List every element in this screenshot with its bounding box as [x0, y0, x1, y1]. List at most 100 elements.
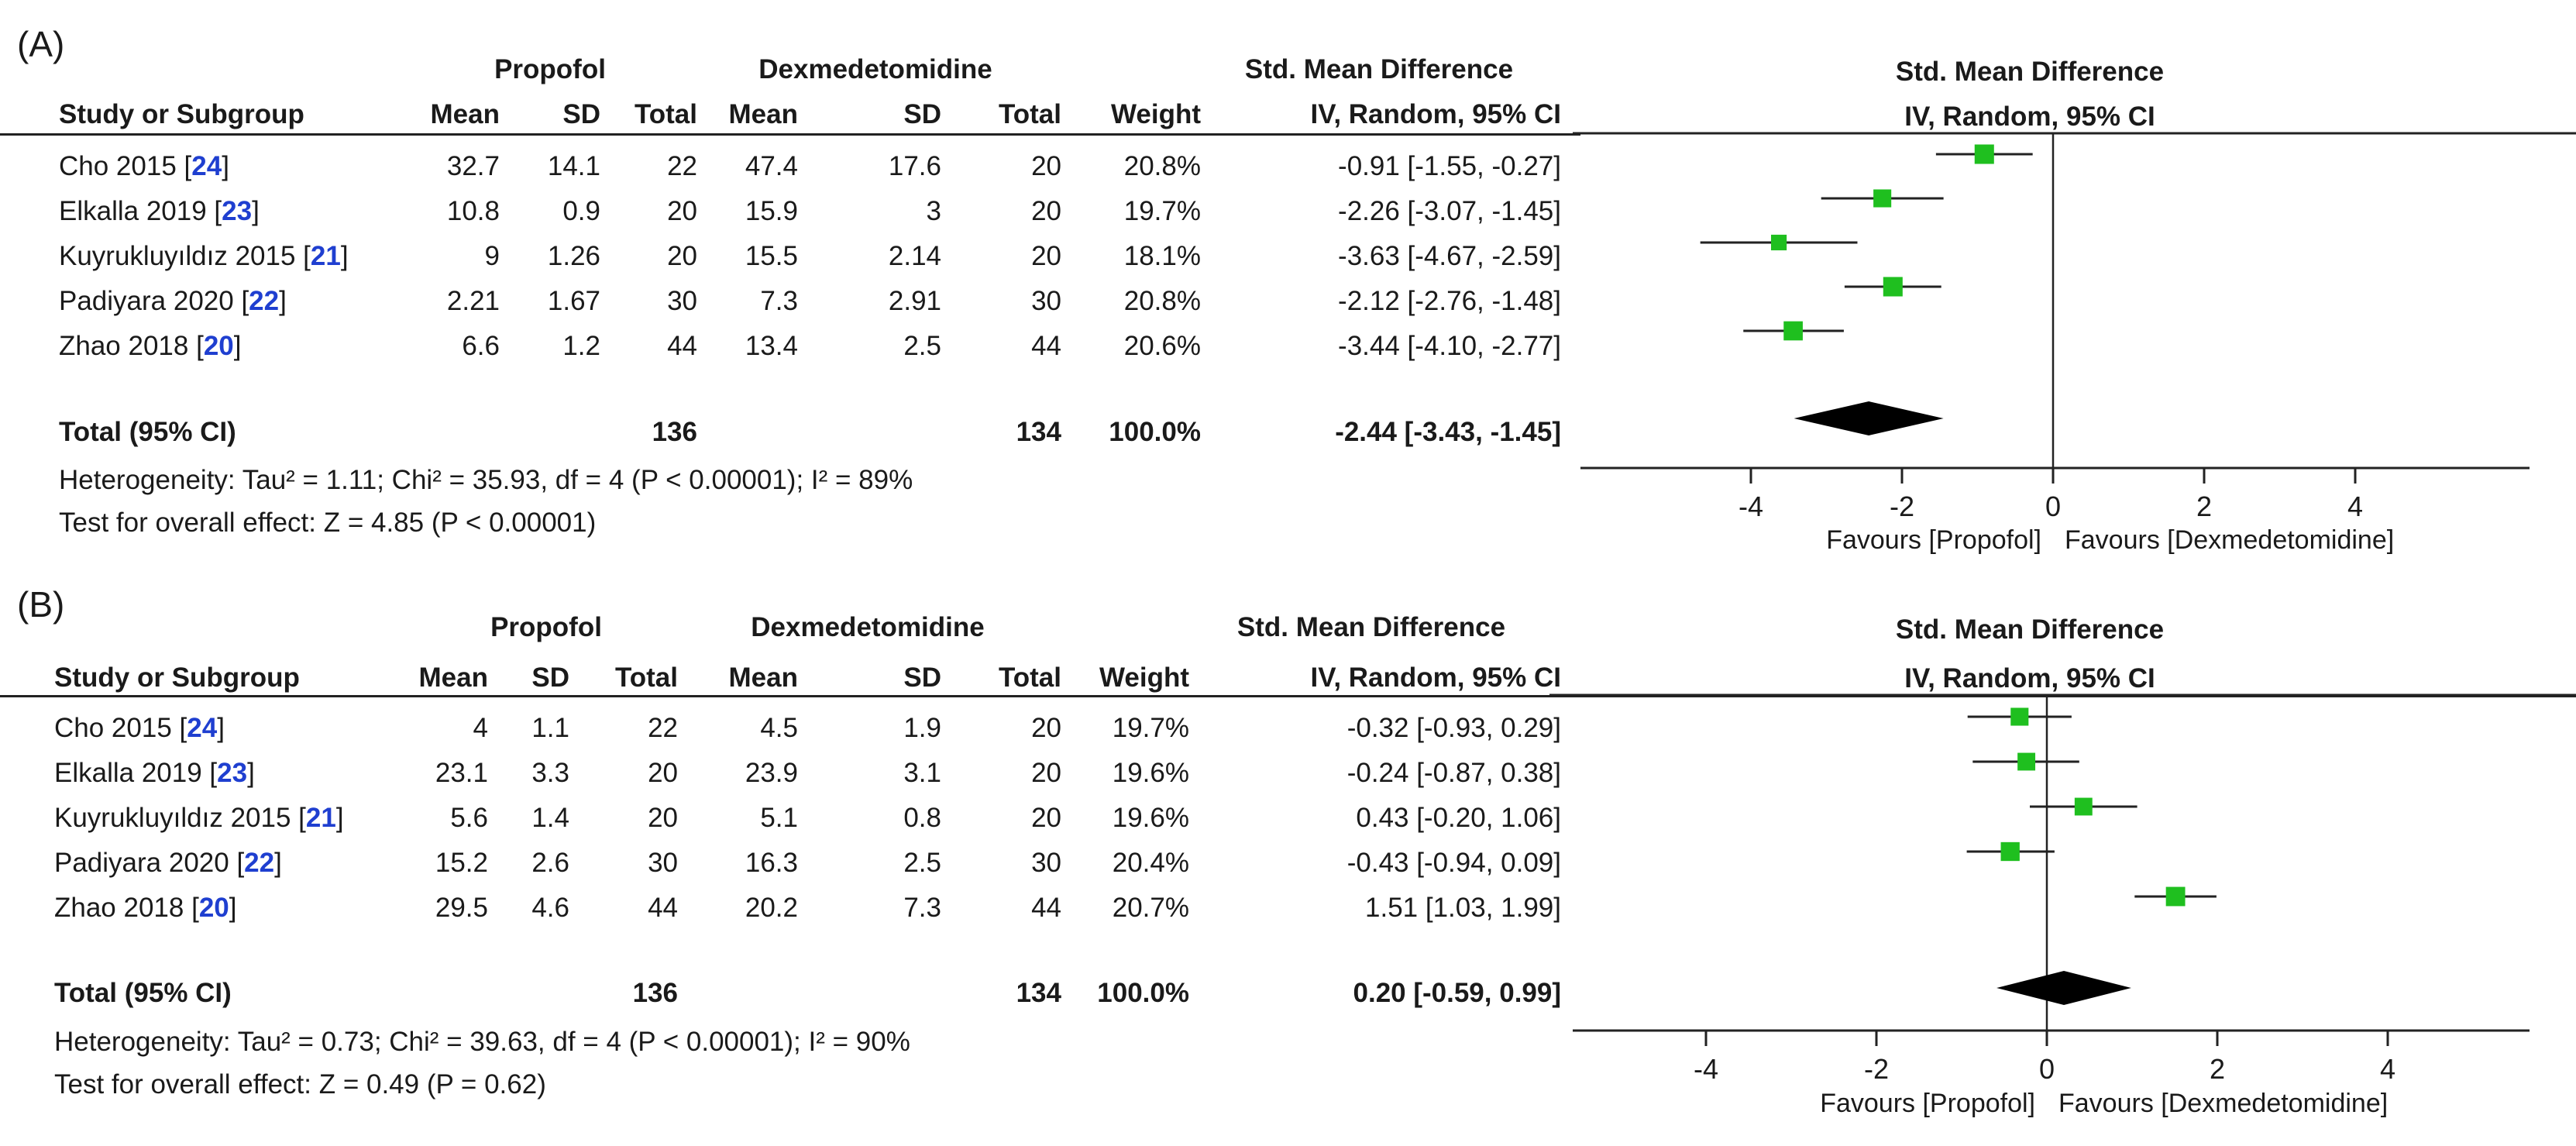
x-tick-label: 0 [2045, 490, 2061, 522]
total1-cell: 20 [667, 241, 697, 271]
total2-cell: 30 [1031, 848, 1061, 878]
mean1-cell: 2.21 [446, 286, 500, 316]
favours-left-label: Favours [Propofol] [1826, 525, 2041, 555]
study-marker [1770, 234, 1787, 251]
reference-link[interactable]: 23 [222, 196, 253, 226]
forest-plot: Std. Mean Difference IV, Random, 95% CI -4… [1549, 614, 2576, 1118]
study-name: Zhao 2018 [20] [59, 331, 242, 361]
total2-cell: 20 [1031, 151, 1061, 181]
favours-right-label: Favours [Dexmedetomidine] [2058, 1089, 2388, 1118]
sd1-cell: 1.1 [531, 713, 569, 743]
sd2-cell: 17.6 [888, 151, 941, 181]
ci-cell: -3.63 [-4.67, -2.59] [1338, 241, 1561, 271]
weight-cell: 18.1% [1123, 241, 1201, 271]
study-name: Elkalla 2019 [23] [59, 196, 260, 226]
smd-header: Std. Mean Difference [1244, 54, 1514, 84]
overall-effect-note: Test for overall effect: Z = 0.49 (P = 0… [54, 1069, 546, 1100]
total1-cell: 20 [648, 803, 678, 833]
weight-cell: 19.7% [1123, 196, 1201, 226]
mean2-cell: 13.4 [745, 331, 798, 361]
study-name: Kuyrukluyıldız 2015 [21] [54, 803, 344, 833]
pooled-diamond [1794, 401, 1944, 435]
total1-header: Total [634, 99, 697, 129]
reference-link[interactable]: 22 [244, 848, 275, 878]
reference-link[interactable]: 24 [187, 713, 218, 743]
reference-link[interactable]: 23 [217, 758, 248, 788]
favours-right-label: Favours [Dexmedetomidine] [2065, 525, 2394, 555]
x-tick-label: -2 [1864, 1053, 1889, 1085]
study-marker [1974, 144, 1994, 164]
study-column-header: Study or Subgroup [59, 99, 304, 129]
sd2-cell: 2.5 [903, 848, 941, 878]
weight-cell: 20.7% [1112, 893, 1189, 923]
sd1-cell: 1.4 [531, 803, 569, 833]
group1-header: Propofol [490, 612, 602, 642]
total-weight: 100.0% [1097, 978, 1189, 1008]
sd1-cell: 4.6 [531, 893, 569, 923]
study-name: Cho 2015 [24] [59, 151, 229, 181]
group1-header: Propofol [494, 54, 606, 84]
mean2-cell: 23.9 [745, 758, 798, 788]
sd1-cell: 3.3 [531, 758, 569, 788]
total1-cell: 30 [667, 286, 697, 316]
mean1-cell: 6.6 [462, 331, 500, 361]
x-tick-label: 2 [2210, 1053, 2225, 1085]
panel-label: (B) [17, 584, 65, 625]
study-name: Padiyara 2020 [22] [54, 848, 282, 878]
mean2-header: Mean [728, 662, 798, 693]
pooled-diamond [1996, 971, 2131, 1005]
ci-cell: -0.32 [-0.93, 0.29] [1346, 713, 1561, 743]
total1-cell: 22 [667, 151, 697, 181]
study-name: Padiyara 2020 [22] [59, 286, 287, 316]
weight-header: Weight [1099, 662, 1189, 693]
mean1-cell: 29.5 [435, 893, 488, 923]
ci-cell: -0.43 [-0.94, 0.09] [1346, 848, 1561, 878]
sd2-header: SD [903, 99, 941, 129]
study-name: Cho 2015 [24] [54, 713, 225, 743]
panel-label: (A) [17, 24, 65, 64]
study-marker [1873, 189, 1892, 208]
total1-cell: 20 [667, 196, 697, 226]
study-marker [2074, 797, 2093, 816]
sd2-cell: 2.91 [888, 286, 941, 316]
plot-subtitle: IV, Random, 95% CI [1904, 102, 2155, 132]
pooled-ci: -2.44 [-3.43, -1.45] [1335, 417, 1561, 447]
reference-link[interactable]: 21 [310, 241, 341, 271]
plot-title: Std. Mean Difference [1896, 614, 2164, 645]
heterogeneity-note: Heterogeneity: Tau² = 1.11; Chi² = 35.93… [59, 465, 913, 495]
reference-link[interactable]: 20 [203, 331, 234, 361]
study-column-header: Study or Subgroup [54, 662, 300, 693]
method-header: IV, Random, 95% CI [1310, 662, 1561, 693]
weight-cell: 19.7% [1112, 713, 1189, 743]
total2-header: Total [998, 99, 1061, 129]
mean2-cell: 16.3 [745, 848, 798, 878]
sd1-header: SD [531, 662, 569, 693]
mean1-cell: 5.6 [450, 803, 488, 833]
header-rule [0, 695, 2576, 697]
sd2-cell: 3.1 [903, 758, 941, 788]
total1-header: Total [614, 662, 678, 693]
mean2-cell: 5.1 [760, 803, 798, 833]
study-marker [1883, 277, 1903, 297]
total2-cell: 44 [1031, 893, 1061, 923]
weight-cell: 20.8% [1123, 286, 1201, 316]
reference-link[interactable]: 22 [249, 286, 280, 316]
total1-sum: 136 [632, 978, 678, 1008]
study-marker [2017, 752, 2036, 771]
sd2-header: SD [903, 662, 941, 693]
mean1-cell: 9 [484, 241, 500, 271]
sd1-cell: 1.67 [547, 286, 600, 316]
smd-header: Std. Mean Difference [1236, 612, 1506, 642]
reference-link[interactable]: 21 [305, 803, 336, 833]
mean1-cell: 15.2 [435, 848, 488, 878]
reference-link[interactable]: 20 [198, 893, 229, 923]
group2-header: Dexmedetomidine [751, 612, 985, 642]
reference-link[interactable]: 24 [191, 151, 222, 181]
study-name: Elkalla 2019 [23] [54, 758, 255, 788]
mean1-header: Mean [418, 662, 488, 693]
study-name: Zhao 2018 [20] [54, 893, 237, 923]
total2-sum: 134 [1016, 417, 1061, 447]
sd2-cell: 1.9 [903, 713, 941, 743]
sd1-header: SD [562, 99, 600, 129]
weight-cell: 20.8% [1123, 151, 1201, 181]
